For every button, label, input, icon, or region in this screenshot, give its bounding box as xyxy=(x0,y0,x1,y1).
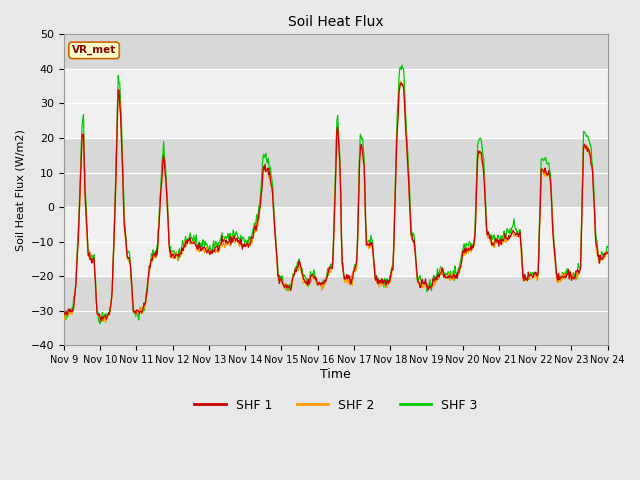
SHF 2 xyxy=(127,260,134,266)
SHF 2 xyxy=(102,320,109,325)
SHF 1 xyxy=(97,318,105,324)
SHF 3 xyxy=(403,141,411,147)
SHF 1 xyxy=(182,240,189,245)
Text: VR_met: VR_met xyxy=(72,45,116,56)
SHF 1 xyxy=(70,305,77,311)
SHF 3 xyxy=(70,294,77,300)
SHF 1 xyxy=(419,281,427,287)
SHF 1 xyxy=(403,153,411,159)
Bar xyxy=(64,207,608,276)
SHF 2 xyxy=(419,281,427,287)
SHF 1 xyxy=(60,310,68,316)
SHF 3 xyxy=(182,233,189,239)
SHF 2 xyxy=(604,249,612,255)
Legend: SHF 1, SHF 2, SHF 3: SHF 1, SHF 2, SHF 3 xyxy=(189,394,482,417)
SHF 3 xyxy=(211,246,218,252)
Y-axis label: Soil Heat Flux (W/m2): Soil Heat Flux (W/m2) xyxy=(15,129,25,251)
X-axis label: Time: Time xyxy=(321,368,351,381)
Line: SHF 1: SHF 1 xyxy=(64,83,608,321)
Line: SHF 3: SHF 3 xyxy=(64,65,608,324)
SHF 1 xyxy=(604,249,612,255)
SHF 3 xyxy=(96,321,104,327)
SHF 3 xyxy=(127,260,134,266)
SHF 1 xyxy=(211,249,218,254)
SHF 2 xyxy=(182,244,189,250)
Line: SHF 2: SHF 2 xyxy=(64,82,608,323)
Bar xyxy=(64,69,608,138)
Bar xyxy=(64,276,608,345)
SHF 3 xyxy=(604,244,612,250)
Title: Soil Heat Flux: Soil Heat Flux xyxy=(288,15,383,29)
SHF 3 xyxy=(419,281,427,287)
SHF 3 xyxy=(398,62,406,68)
SHF 1 xyxy=(397,80,405,86)
Bar xyxy=(64,35,608,69)
SHF 2 xyxy=(403,155,411,161)
SHF 2 xyxy=(211,248,218,253)
SHF 1 xyxy=(127,262,134,268)
SHF 3 xyxy=(60,311,68,317)
Bar xyxy=(64,138,608,207)
SHF 2 xyxy=(397,79,404,84)
SHF 2 xyxy=(60,312,68,318)
SHF 2 xyxy=(70,306,77,312)
